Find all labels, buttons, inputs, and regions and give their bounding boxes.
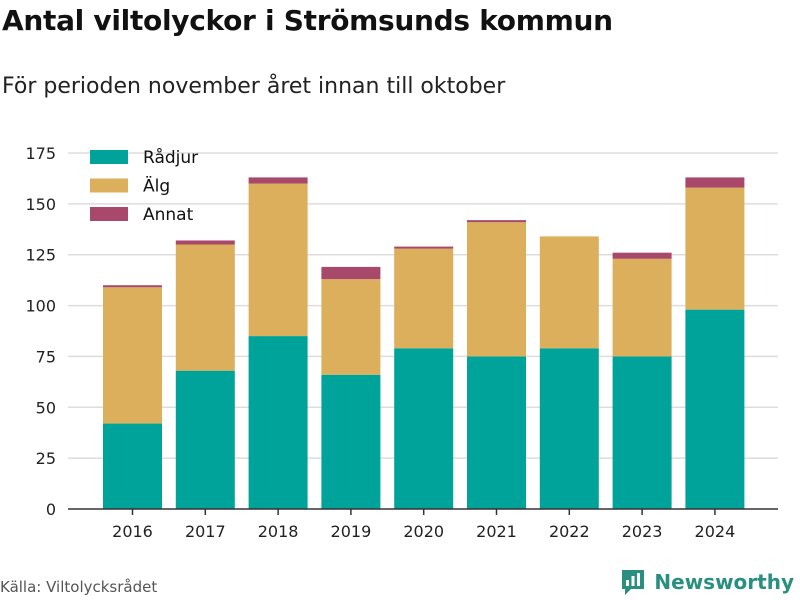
y-tick-label: 150 [25,195,56,214]
y-tick-label: 175 [25,144,56,163]
bar-segment-radjur [103,423,162,509]
y-tick-label: 50 [36,398,56,417]
bar-segment-radjur [248,336,308,509]
x-tick-label: 2018 [258,522,299,541]
x-tick-label: 2017 [185,522,226,541]
bar-segment-alg [103,287,162,424]
x-tick-label: 2022 [549,522,590,541]
legend-label: Rådjur [143,147,198,168]
y-tick-label: 75 [36,347,56,366]
brand-name: Newsworthy [654,570,794,594]
legend-swatch [90,178,128,193]
y-tick-label: 25 [36,449,56,468]
bars [103,177,745,509]
x-tick-label: 2023 [622,522,663,541]
x-tick-label: 2019 [331,522,372,541]
chart-subtitle: För perioden november året innan till ok… [2,74,506,99]
bar-segment-annat [467,220,526,223]
axes: 0 25 50 75 100 125 150 175 2016 2017 2018 2019 2020 2… [25,144,778,541]
bar-segment-annat [612,252,672,259]
x-tick-label: 2016 [112,522,153,541]
x-tick-label: 2021 [476,522,517,541]
bar-segment-radjur [321,374,381,509]
bar-segment-annat [248,177,308,184]
bar-segment-alg [321,279,381,375]
bar-segment-alg [467,222,526,357]
source-note: Källa: Viltolycksrådet [0,578,158,596]
bar-segment-annat [103,285,162,288]
bar-segment-alg [612,258,672,357]
bar-segment-alg [685,187,745,310]
y-tick-label: 100 [25,297,56,316]
bar-segment-radjur [612,356,672,509]
legend: Rådjur Älg Annat [90,147,198,225]
brand-logo: Newsworthy [620,568,794,596]
bar-segment-alg [539,236,599,349]
bar-segment-annat [175,240,235,245]
x-tick-label: 2024 [695,522,736,541]
bar-segment-alg [248,183,308,337]
bar-segment-alg [175,244,235,371]
bar-segment-radjur [175,370,235,509]
bar-segment-radjur [467,356,526,509]
y-tick-label: 125 [25,246,56,265]
legend-swatch [90,207,128,221]
bar-segment-annat [321,266,381,280]
bar-segment-radjur [394,348,454,509]
x-tick-label: 2020 [403,522,444,541]
bar-segment-radjur [539,348,599,509]
bar-segment-annat [394,246,454,249]
y-tick-label: 0 [46,500,56,519]
newsworthy-logo-icon [622,570,645,595]
bar-segment-radjur [685,309,745,509]
legend-label: Annat [143,205,194,225]
bar-segment-alg [394,248,454,349]
chart-title: Antal viltolyckor i Strömsunds kommun [2,4,613,37]
bar-segment-annat [685,177,745,188]
legend-label: Älg [143,176,170,197]
legend-swatch [90,150,128,164]
